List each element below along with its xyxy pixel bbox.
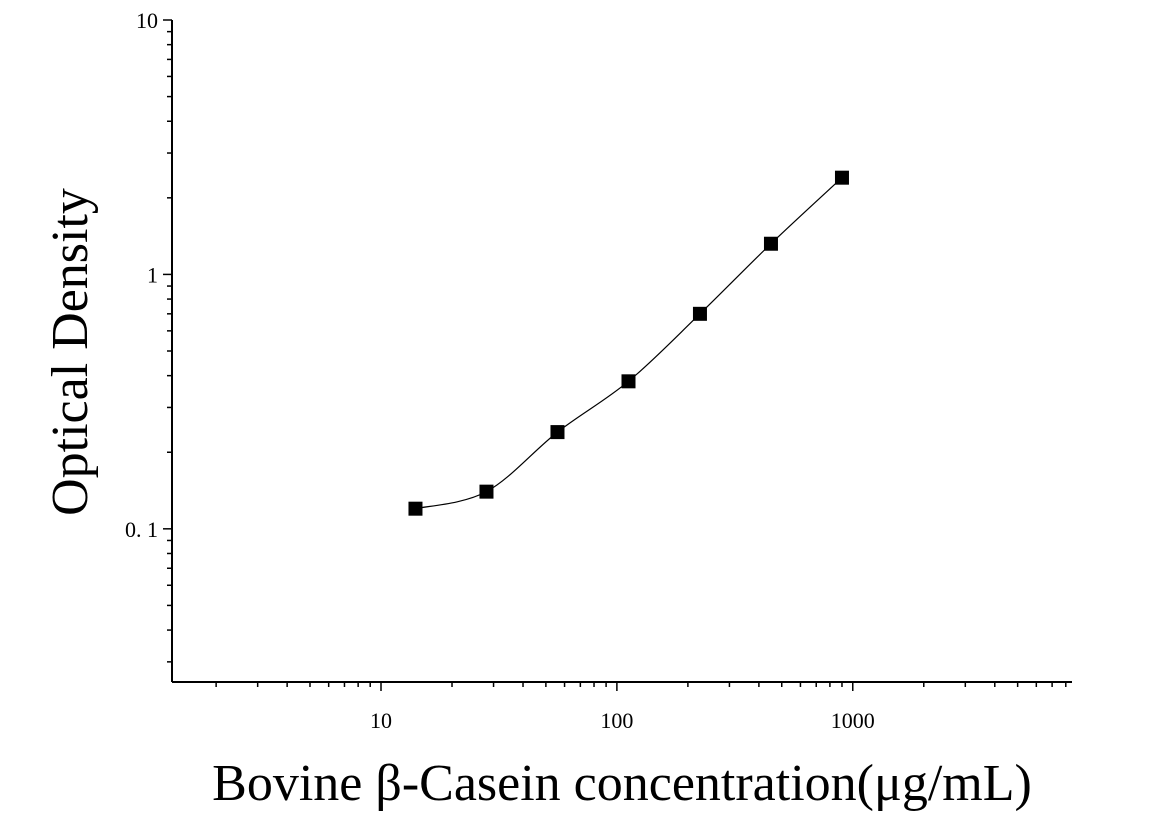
data-point <box>408 501 423 516</box>
y-tick-label: 10 <box>136 8 158 33</box>
data-point <box>692 306 707 321</box>
data-point <box>550 425 565 440</box>
y-tick-label: 1 <box>147 262 158 287</box>
x-ticks: 10 100 1000 <box>215 682 1067 733</box>
fit-curve <box>415 177 843 510</box>
axes-group <box>171 20 1072 683</box>
x-axis-title: Bovine β-Casein concentration(μg/mL) <box>212 755 1032 812</box>
data-point <box>834 170 849 185</box>
data-point <box>621 374 636 389</box>
data-point <box>763 236 778 251</box>
data-point <box>479 484 494 499</box>
fit-curve-group <box>415 177 843 510</box>
y-axis-title: Optical Density <box>42 188 99 516</box>
data-points <box>408 170 849 516</box>
y-ticks: 10 1 0. 1 <box>125 8 172 663</box>
x-tick-label: 10 <box>370 708 392 733</box>
x-tick-label: 1000 <box>831 708 875 733</box>
y-tick-label: 0. 1 <box>125 517 158 542</box>
x-tick-label: 100 <box>600 708 633 733</box>
